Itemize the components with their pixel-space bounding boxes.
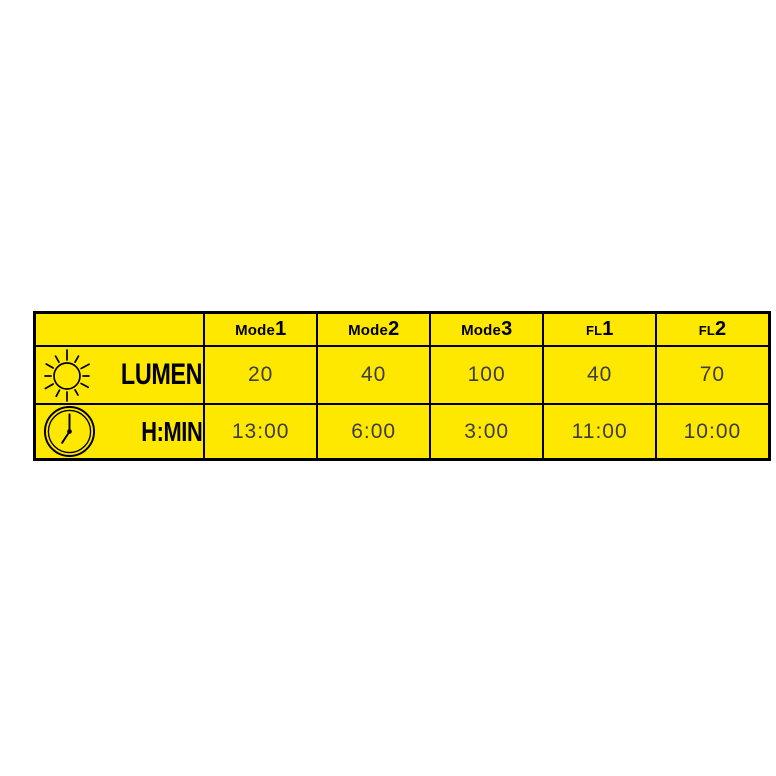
cell-lumen-mode1: 20 [203,345,319,405]
cell-hmin-mode2: 6:00 [316,403,432,461]
header-mode1-prefix: Mode [235,322,276,339]
header-mode2-num: 2 [388,318,400,340]
spec-table: Mode1 Mode2 Mode3 FL1 FL2 [33,311,771,461]
cell-lumen-fl1: 40 [542,345,658,405]
lumen-label-cell: LUMEN [33,345,206,405]
header-row: Mode1 Mode2 Mode3 FL1 FL2 [33,311,771,347]
header-fl1: FL1 [542,311,658,347]
header-fl1-num: 1 [602,318,614,340]
clock-icon [43,405,96,458]
header-fl1-prefix: FL [585,323,603,338]
cell-hmin-fl2: 10:00 [655,403,771,461]
hmin-label-cell: H:MIN [33,403,206,461]
spec-table-container: Mode1 Mode2 Mode3 FL1 FL2 [33,311,771,461]
cell-hmin-fl1: 11:00 [542,403,658,461]
sun-icon [40,348,98,402]
row-label-lumen: LUMEN [120,358,203,391]
header-mode2: Mode2 [316,311,432,347]
header-mode3: Mode3 [429,311,545,347]
corner-cell [33,311,206,347]
header-fl2: FL2 [655,311,771,347]
cell-lumen-fl2: 70 [655,345,771,405]
table-row-lumen: LUMEN 20 40 100 40 70 [33,345,771,405]
table-row-hmin: H:MIN 13:00 6:00 3:00 11:00 10:00 [33,403,771,461]
cell-lumen-mode2: 40 [316,345,432,405]
row-label-hmin: H:MIN [141,415,203,447]
header-mode3-prefix: Mode [461,322,502,339]
header-mode2-prefix: Mode [348,322,389,339]
cell-hmin-mode1: 13:00 [203,403,319,461]
cell-hmin-mode3: 3:00 [429,403,545,461]
cell-lumen-mode3: 100 [429,345,545,405]
header-fl2-prefix: FL [698,323,715,338]
header-mode3-num: 3 [501,318,513,340]
header-mode1: Mode1 [203,311,319,347]
header-mode1-num: 1 [275,318,287,340]
header-fl2-num: 2 [714,318,727,340]
